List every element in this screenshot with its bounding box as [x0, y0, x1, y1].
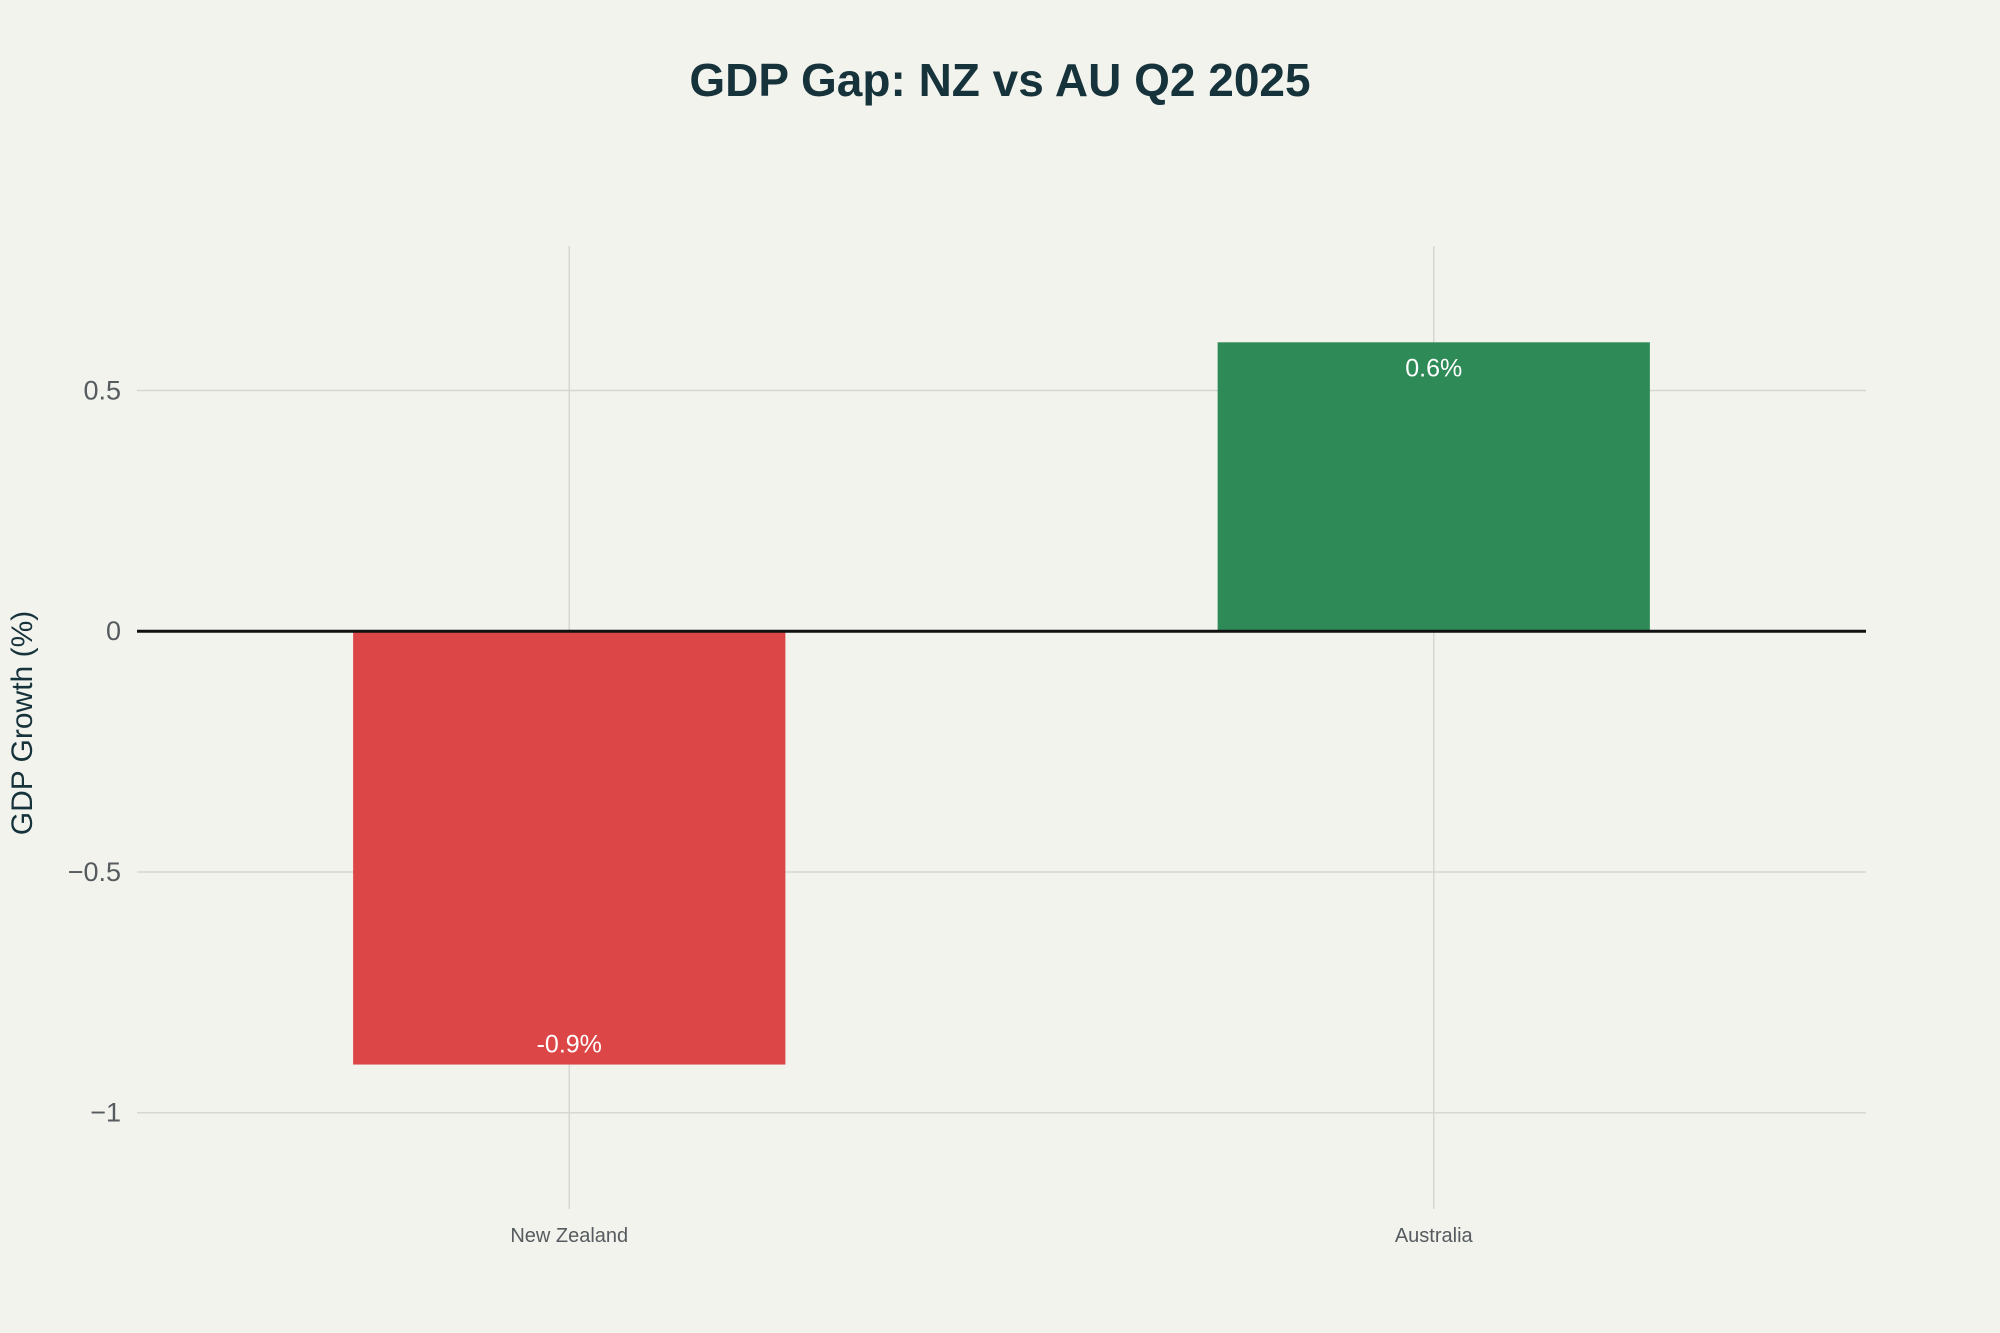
chart-title: GDP Gap: NZ vs AU Q2 2025: [689, 54, 1310, 106]
bar: [353, 631, 786, 1065]
y-axis-label: GDP Growth (%): [6, 611, 39, 836]
bars-layer: [353, 342, 1650, 1065]
x-tick-label: New Zealand: [510, 1225, 628, 1247]
bar-value-label: -0.9%: [537, 1031, 602, 1059]
y-tick-label: −1: [90, 1098, 121, 1128]
y-tick-label: 0: [106, 616, 121, 646]
bar: [1217, 342, 1650, 632]
bar-value-label: 0.6%: [1405, 354, 1462, 382]
y-tick-label: −0.5: [68, 857, 121, 887]
labels-layer: 0.5 0 −0.5 −1 New Zealand Australia -0.9% 0.6%: [68, 354, 1474, 1247]
y-tick-label: 0.5: [83, 375, 121, 405]
x-tick-label: Australia: [1395, 1225, 1474, 1247]
